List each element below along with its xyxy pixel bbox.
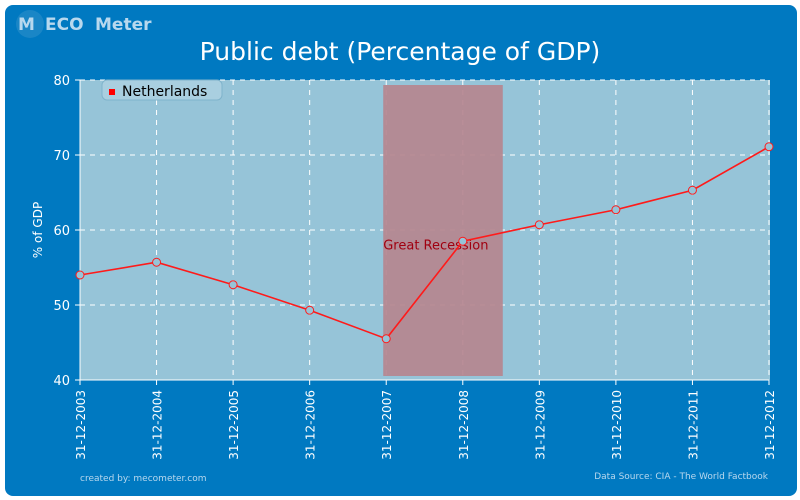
legend[interactable]: Netherlands: [101, 79, 223, 101]
logo-globe-icon: [16, 10, 44, 38]
y-tick-label: 70: [53, 149, 70, 164]
data-point: [687, 185, 697, 195]
legend-label: Netherlands: [122, 84, 207, 100]
data-point: [458, 236, 468, 246]
chart-title: Public debt (Percentage of GDP): [200, 37, 601, 66]
footer-source: Data Source: CIA - The World Factbook: [594, 472, 769, 482]
x-tick-label: 31-12-2006: [304, 390, 318, 460]
series-line: [79, 146, 770, 340]
y-tick-label: 80: [53, 74, 70, 89]
data-point: [381, 334, 391, 344]
y-tick-label: 40: [53, 374, 70, 389]
data-point: [764, 142, 774, 152]
x-tick-label: 31-12-2004: [151, 390, 165, 460]
legend-box: [101, 79, 223, 101]
recession-label: Great Recession: [383, 239, 488, 254]
data-point: [75, 270, 85, 280]
x-tick-label: 31-12-2011: [686, 390, 700, 460]
data-point: [305, 305, 315, 315]
footer-credit: created by: mecometer.com: [80, 474, 207, 484]
y-tick-label: 50: [53, 299, 70, 314]
y-axis-label: % of GDP: [31, 202, 45, 258]
logo-m: M: [18, 15, 35, 35]
data-point: [228, 280, 238, 290]
x-tick-label: 31-12-2003: [74, 390, 88, 460]
y-tick-label: 60: [53, 224, 70, 239]
x-tick-label: 31-12-2012: [763, 390, 777, 460]
legend-marker-icon: [109, 89, 115, 95]
x-tick-label: 31-12-2008: [457, 390, 471, 460]
logo-eco: ECO: [45, 15, 84, 35]
data-point: [611, 205, 621, 215]
x-tick-label: 31-12-2007: [380, 390, 394, 460]
x-tick-label: 31-12-2009: [533, 390, 547, 460]
x-tick-label: 31-12-2005: [227, 390, 241, 460]
logo-meter: Meter: [95, 15, 152, 35]
data-point: [534, 220, 544, 230]
logo: M ECO Meter: [16, 10, 152, 38]
x-tick-label: 31-12-2010: [610, 390, 624, 460]
data-point: [152, 257, 162, 267]
recession-band: [383, 85, 503, 376]
